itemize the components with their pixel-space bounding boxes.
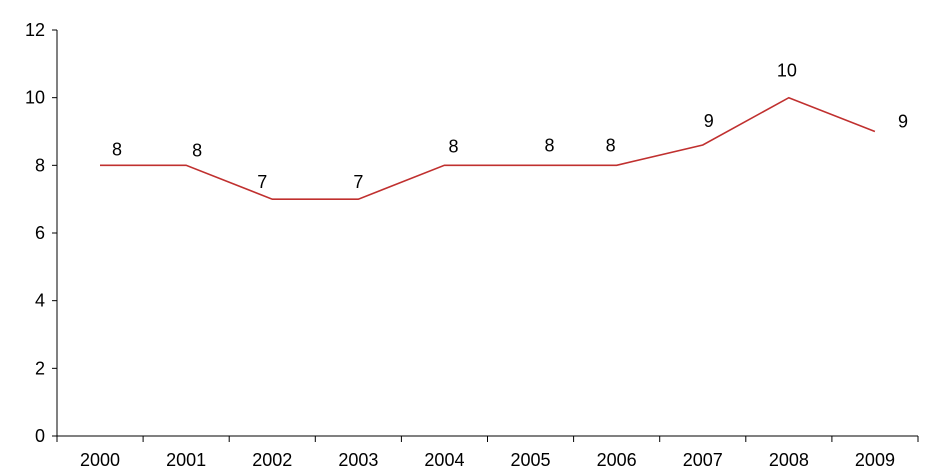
data-label: 8: [112, 139, 122, 159]
x-tick-label: 2008: [769, 450, 809, 470]
data-label: 7: [257, 172, 267, 192]
data-label: 9: [898, 112, 908, 132]
y-tick-label: 6: [35, 223, 45, 243]
series-group: [100, 96, 876, 200]
data-label: 8: [192, 140, 202, 160]
data-label: 8: [448, 136, 458, 156]
data-label: 10: [777, 61, 797, 81]
series-line: [100, 96, 876, 200]
x-tick-label: 2004: [424, 450, 464, 470]
data-label: 8: [606, 135, 616, 155]
x-tick-label: 2006: [597, 450, 637, 470]
data-label: 7: [353, 172, 363, 192]
y-tick-label: 8: [35, 155, 45, 175]
x-tick-label: 2000: [80, 450, 120, 470]
x-tick-label: 2001: [166, 450, 206, 470]
x-axis: 2000 2001 2002 2003 2004 2005 2006 2007 2008 2009: [56, 435, 919, 470]
data-label: 9: [704, 111, 714, 131]
x-tick-label: 2003: [338, 450, 378, 470]
data-label: 8: [545, 135, 555, 155]
y-tick-label: 10: [25, 88, 45, 108]
y-tick-label: 12: [25, 20, 45, 40]
y-tick-label: 0: [35, 426, 45, 446]
y-tick-label: 2: [35, 358, 45, 378]
data-labels: 8 8 7 7 8 8 8 9 10 9: [112, 61, 908, 193]
x-tick-label: 2007: [683, 450, 723, 470]
x-tick-label: 2009: [855, 450, 895, 470]
x-tick-label: 2005: [511, 450, 551, 470]
y-tick-label: 4: [35, 291, 45, 311]
x-tick-label: 2002: [252, 450, 292, 470]
y-axis: 0 2 4 6 8 10 12: [25, 20, 58, 446]
